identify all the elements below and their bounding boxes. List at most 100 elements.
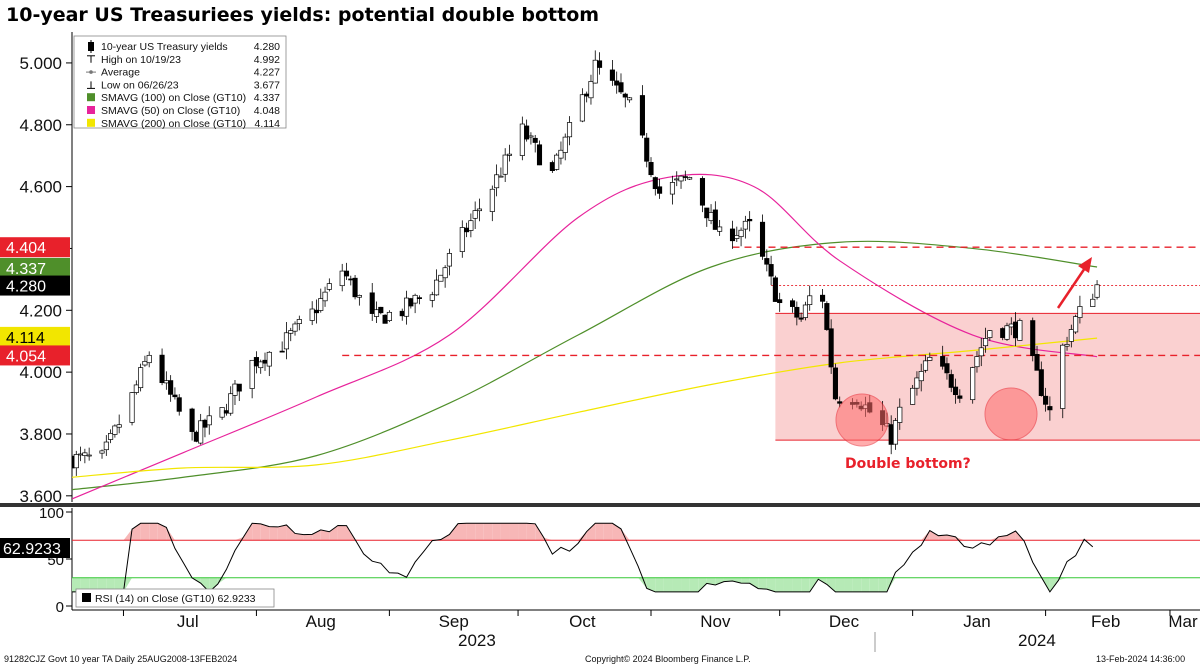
candle (764, 249, 770, 272)
x-tick-label: Feb (1091, 612, 1120, 631)
svg-text:4.404: 4.404 (6, 240, 46, 257)
candle (356, 294, 362, 306)
breakout-arrow (1056, 264, 1089, 309)
candle (618, 73, 624, 95)
candle (536, 140, 543, 166)
candle (1073, 314, 1079, 334)
candle (279, 341, 285, 353)
candle (609, 59, 615, 86)
candle (794, 301, 800, 326)
price-tag-4-054: 4.054 (0, 345, 70, 366)
candle (146, 351, 152, 368)
candle (914, 371, 920, 396)
x-tick-label: Oct (569, 612, 596, 631)
candle (687, 176, 693, 181)
candle (657, 178, 663, 199)
svg-text:4.227: 4.227 (254, 67, 280, 79)
candle (189, 407, 195, 441)
candle (498, 167, 504, 178)
candle (464, 222, 470, 238)
candle (562, 133, 568, 161)
candle (438, 274, 444, 282)
candle (266, 351, 272, 377)
candle (159, 348, 165, 386)
candle (103, 435, 109, 456)
candle (416, 295, 422, 305)
candle (219, 407, 225, 420)
candle (99, 449, 105, 459)
candle (408, 297, 414, 309)
candle (309, 301, 315, 326)
candle (524, 119, 530, 142)
svg-text:4.114: 4.114 (255, 118, 281, 130)
svg-text:SMAVG (100) on Close (GT10): SMAVG (100) on Close (GT10) (101, 92, 246, 104)
candle (622, 92, 628, 108)
candle (927, 352, 933, 361)
candle (674, 171, 680, 187)
candle (940, 345, 946, 370)
footer-left: 91282CJZ Govt 10 year TA Daily 25AUG2008… (4, 654, 237, 664)
candle (627, 96, 633, 103)
candle (292, 321, 298, 336)
candle (802, 301, 808, 321)
candle (412, 293, 418, 314)
candle (343, 262, 350, 280)
double-bottom-annotation: Double bottom? (845, 456, 971, 472)
candle (176, 394, 182, 416)
svg-text:4.992: 4.992 (254, 54, 280, 66)
rsi-line (72, 522, 1094, 593)
candle (468, 213, 474, 238)
candle (747, 211, 753, 232)
candle (699, 176, 706, 213)
y-tick-label: 4.800 (19, 116, 62, 135)
candle (824, 301, 830, 331)
candle (138, 363, 144, 392)
candle (952, 378, 959, 404)
svg-text:RSI (14) on Close (GT10) 62.9: RSI (14) on Close (GT10) 62.9233 (95, 593, 256, 605)
candle (669, 175, 676, 205)
candle (296, 315, 302, 331)
candle (832, 363, 838, 401)
candle (734, 226, 740, 242)
candle (682, 170, 688, 182)
candle (648, 157, 654, 178)
y-tick-label: 3.600 (19, 487, 62, 506)
sma-line-100 (72, 240, 1098, 491)
candle (502, 148, 508, 182)
svg-text:4.280: 4.280 (6, 279, 46, 296)
x-axis-year-2024: 2024 (1018, 631, 1056, 650)
y-tick-label: 3.800 (19, 425, 62, 444)
candle (116, 414, 122, 434)
candle (142, 355, 148, 367)
candle (579, 88, 585, 123)
candle (807, 285, 813, 311)
y-tick-label: 4.000 (19, 363, 62, 382)
candle (897, 398, 903, 430)
candle (987, 330, 993, 341)
candle (369, 282, 375, 321)
candle (133, 380, 139, 395)
candle (1004, 322, 1010, 341)
candle (489, 185, 495, 222)
candle (712, 201, 718, 230)
candle (506, 144, 513, 162)
svg-text:10-year US Treasury yields: 10-year US Treasury yields (101, 41, 228, 53)
x-tick-label: Jul (177, 612, 199, 631)
candle (554, 153, 560, 171)
candle (1077, 295, 1083, 324)
candle (558, 141, 564, 165)
y-tick-label: 5.000 (19, 54, 62, 73)
rsi-value-tag: 62.9233 (0, 538, 70, 558)
candle (614, 71, 620, 94)
candle (378, 306, 384, 315)
chart-title: 10-year US Treasuriees yields: potential… (6, 4, 600, 26)
candle (1038, 361, 1044, 397)
candle (1047, 396, 1053, 421)
x-tick-label: Sep (439, 612, 469, 631)
candle (1034, 345, 1040, 371)
candle (318, 288, 324, 313)
price-tag-4-337: 4.337 (0, 257, 70, 278)
candle (704, 207, 710, 227)
